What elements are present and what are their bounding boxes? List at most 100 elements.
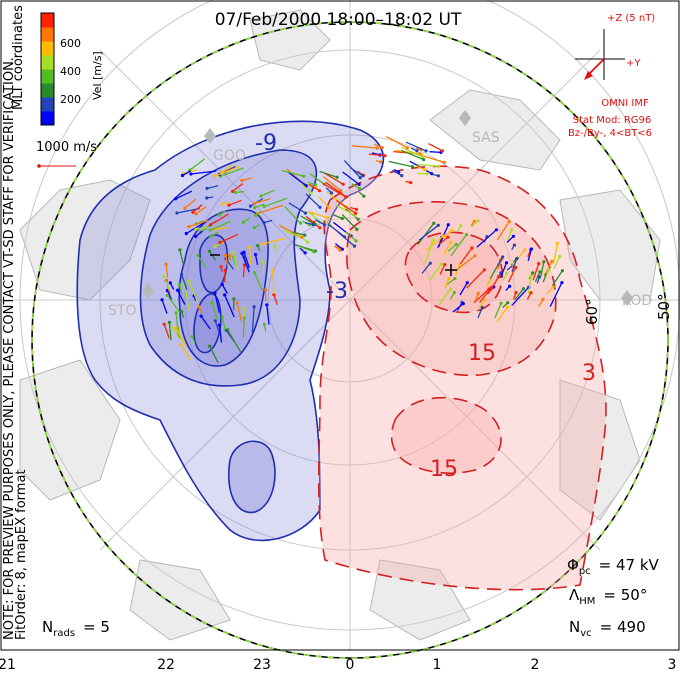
velocity-vector <box>447 242 458 252</box>
stat-phi-pc: Φpc = 47 kV <box>567 556 660 577</box>
velocity-vector <box>459 281 469 296</box>
colorbar-tick-600: 600 <box>60 37 81 50</box>
velocity-vector <box>308 211 330 220</box>
velocity-vector <box>253 203 265 210</box>
velocity-vector <box>228 254 232 262</box>
velocity-vector <box>165 293 181 314</box>
colorbar-unit: Vel [m/s] <box>91 51 104 100</box>
velocity-vector <box>178 248 185 265</box>
velocity-vector <box>511 257 519 272</box>
velocity-vector <box>209 231 219 238</box>
velocity-vector <box>213 319 220 332</box>
velocity-vector <box>470 219 476 227</box>
velocity-vector <box>545 268 551 277</box>
velocity-vector <box>514 287 526 301</box>
velocity-vector <box>194 230 203 238</box>
velocity-vector <box>446 276 457 286</box>
hm-boundary-dashes <box>31 21 669 659</box>
velocity-vector <box>242 263 246 277</box>
velocity-vector <box>217 323 223 343</box>
velocity-vector <box>190 335 196 344</box>
positive-cell-outer <box>317 165 607 591</box>
velocity-vector <box>476 228 498 248</box>
latitude-label-60: 60° <box>583 298 601 325</box>
velocity-vector <box>184 220 208 236</box>
velocity-vector <box>242 306 246 318</box>
velocity-vector <box>197 305 203 314</box>
velocity-vector <box>220 315 226 330</box>
station-markers <box>142 110 633 306</box>
velocity-vector <box>551 269 565 286</box>
velocity-vector <box>299 247 307 255</box>
velocity-vector <box>527 274 533 295</box>
velocity-vector <box>248 245 252 265</box>
velocity-vector <box>487 275 501 294</box>
velocity-vector <box>208 220 231 232</box>
velocity-vector <box>194 206 207 216</box>
velocity-vector <box>305 193 322 209</box>
velocity-vector <box>456 224 463 232</box>
mlt-tick-21: 21 <box>0 657 16 673</box>
velocity-vector <box>502 301 510 308</box>
velocity-vector <box>471 219 480 228</box>
potential-max-marker <box>445 264 457 276</box>
velocity-vector <box>322 176 343 193</box>
velocity-vector <box>474 291 480 303</box>
velocity-vector <box>199 314 211 330</box>
velocity-vector <box>388 160 415 169</box>
velocity-vector <box>351 145 379 150</box>
latitude-label-50: 50° <box>655 293 673 320</box>
velocity-vector <box>536 275 542 284</box>
fit-order: FitOrder: 8, mapEX format <box>14 469 29 640</box>
velocity-vector <box>262 197 288 209</box>
velocity-vector <box>288 202 307 215</box>
velocity-vector <box>452 302 465 313</box>
velocity-vector <box>527 247 534 261</box>
velocity-vector <box>162 274 171 291</box>
velocity-vector <box>486 277 493 287</box>
imf-stat-mod: Stat Mod: RG96 <box>573 115 652 126</box>
velocity-vector <box>205 185 219 190</box>
velocity-vector <box>540 260 546 276</box>
velocity-vector <box>351 183 361 190</box>
colorbar-segment <box>41 69 54 84</box>
imf-y-label: +Y <box>626 58 641 69</box>
velocity-vector <box>232 297 236 311</box>
velocity-vector <box>418 223 440 241</box>
velocity-vector <box>415 163 441 168</box>
velocity-vector <box>281 169 306 178</box>
station-marker-sto <box>142 283 154 299</box>
velocity-vector <box>270 267 275 294</box>
velocity-vector <box>336 230 357 248</box>
velocity-vector <box>226 328 242 353</box>
velocity-vector <box>506 228 514 242</box>
velocity-scale-arrow <box>37 164 76 168</box>
contour-label-pos-3: 3 <box>582 361 596 386</box>
velocity-vector <box>292 231 307 237</box>
velocity-vector <box>183 198 197 210</box>
velocity-vector <box>314 219 327 227</box>
colorbar-segment <box>41 111 54 126</box>
positive-cell-lower <box>390 396 502 474</box>
velocity-vector <box>223 293 235 318</box>
velocity-vector <box>358 191 366 198</box>
velocity-vector <box>385 136 409 150</box>
velocity-vector <box>375 159 383 164</box>
velocity-vector <box>177 282 183 295</box>
velocity-vector <box>526 291 533 300</box>
station-label-kod: KOD <box>622 293 652 309</box>
velocity-vector <box>443 240 453 255</box>
station-label-goo: GOO <box>213 148 246 164</box>
imf-condition: Bz-/By-, 4<BT<6 <box>568 128 652 139</box>
imf-source: OMNI IMF <box>601 98 649 109</box>
velocity-vector <box>350 206 359 211</box>
velocity-vector <box>512 291 518 300</box>
mlt-tick-0: 0 <box>346 657 355 673</box>
velocity-vector <box>456 254 477 271</box>
velocity-vector <box>374 143 384 150</box>
velocity-vector <box>438 287 453 306</box>
velocity-vector <box>217 210 226 217</box>
velocity-vector <box>444 276 451 289</box>
velocity-vector <box>175 288 186 305</box>
